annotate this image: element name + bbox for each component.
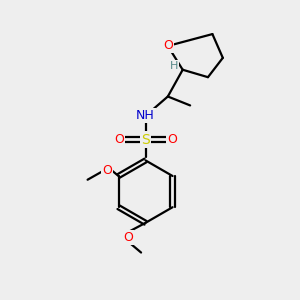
Text: S: S [141, 133, 150, 147]
Text: H: H [170, 61, 178, 71]
Text: O: O [102, 164, 112, 177]
Text: O: O [123, 231, 133, 244]
Text: O: O [167, 133, 177, 146]
Text: O: O [163, 40, 173, 52]
Text: O: O [114, 133, 124, 146]
Text: NH: NH [136, 109, 155, 122]
